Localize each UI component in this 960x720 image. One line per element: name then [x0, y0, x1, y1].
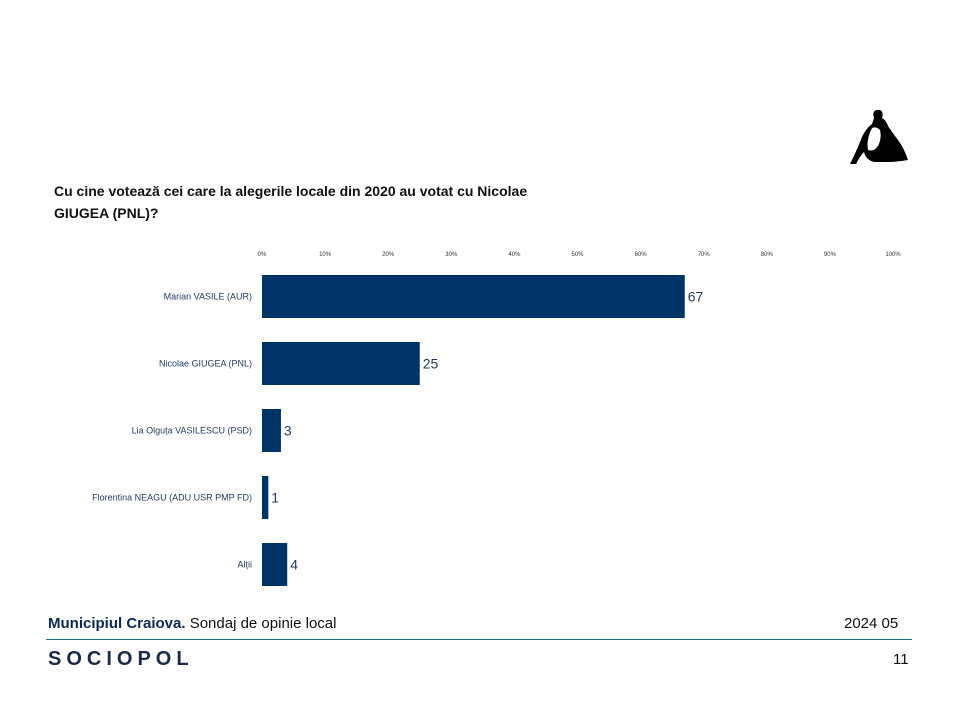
- x-tick-label: 70%: [698, 252, 711, 258]
- x-tick-label: 10%: [319, 252, 332, 258]
- bar: [262, 342, 420, 385]
- x-tick-label: 0%: [258, 252, 267, 258]
- category-label: Nicolae GIUGEA (PNL): [159, 359, 252, 369]
- bar: [262, 275, 685, 318]
- data-label: 25: [423, 356, 439, 372]
- category-label: Marian VASILE (AUR): [164, 292, 252, 302]
- data-label: 1: [271, 490, 279, 506]
- category-label: Alții: [237, 560, 252, 570]
- page-number: 11: [893, 651, 909, 668]
- bar: [262, 476, 269, 519]
- x-tick-label: 50%: [571, 252, 584, 258]
- x-tick-label: 30%: [445, 252, 458, 258]
- footer-location: Municipiul Craiova.: [48, 615, 186, 632]
- data-label: 4: [290, 557, 298, 573]
- bars: Marian VASILE (AUR) 67 Nicolae GIUGEA (PNL…: [92, 275, 704, 586]
- x-axis-ticks: 0% 10% 20% 30% 40% 50% 60% 70% 80% 90% 100%: [258, 252, 902, 258]
- x-tick-label: 60%: [635, 252, 648, 258]
- x-tick-label: 20%: [382, 252, 395, 258]
- data-label: 3: [284, 423, 292, 439]
- footer-divider: [46, 639, 912, 640]
- footer-survey-type: Sondaj de opinie local: [185, 615, 337, 632]
- x-tick-label: 90%: [824, 252, 837, 258]
- x-tick-label: 100%: [885, 252, 901, 258]
- brand-logo-text: SOCIOPOL: [48, 648, 194, 670]
- chart-question-title: Cu cine votează cei care la alegerile lo…: [54, 183, 528, 221]
- category-label: Florentina NEAGU (ADU USR PMP FD): [92, 493, 252, 503]
- category-label: Lia Olguța VASILESCU (PSD): [132, 426, 252, 436]
- bar: [262, 409, 281, 452]
- footer-date: 2024 05: [844, 615, 899, 632]
- bar: [262, 543, 288, 586]
- footer-survey-info: Municipiul Craiova. Sondaj de opinie loc…: [48, 615, 336, 632]
- x-tick-label: 80%: [761, 252, 774, 258]
- sociopol-logo-icon: [850, 110, 908, 164]
- data-label: 67: [688, 289, 704, 305]
- x-tick-label: 40%: [508, 252, 521, 258]
